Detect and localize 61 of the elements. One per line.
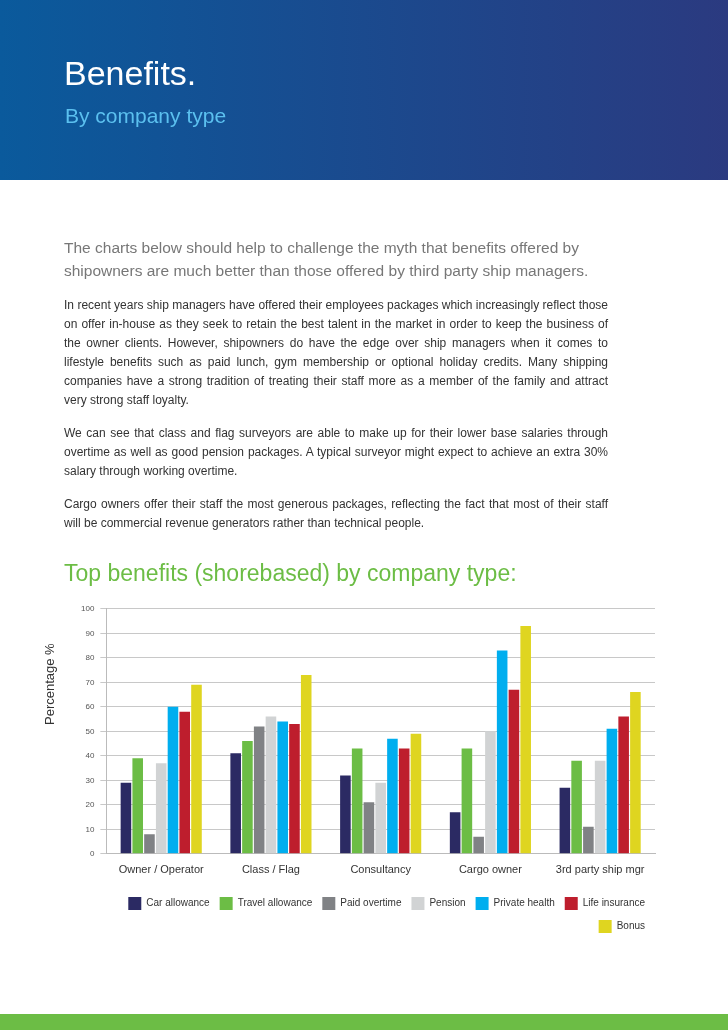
y-tick-label: 60 xyxy=(85,702,95,711)
text: By company type xyxy=(65,104,227,128)
bar xyxy=(461,748,473,854)
y-tick-label: 50 xyxy=(85,726,95,736)
bar xyxy=(144,834,155,854)
x-tick-label: Consultancy xyxy=(350,863,412,876)
bar xyxy=(167,706,179,854)
bar xyxy=(363,802,375,854)
bar xyxy=(606,728,618,854)
y-tick-label: 30 xyxy=(85,775,95,785)
bar xyxy=(449,812,461,854)
bar xyxy=(630,692,641,854)
text: The charts below should help to challenge the myth that benefits offered by shipowners are much better than those offered by third party ship managers. xyxy=(64,238,590,281)
x-tick-label: Cargo owner xyxy=(458,863,523,876)
bar xyxy=(300,674,312,854)
bar xyxy=(351,748,363,854)
bar xyxy=(387,738,398,854)
text: We can see that class and flag surveyors are able to make up for their lower base salaries through overtime as well as good pension packages. A typical surveyor might expect to achieve an extra 30% salary through working overtime. xyxy=(64,425,608,480)
legend-label: Pension xyxy=(429,897,466,909)
y-tick-label: 70 xyxy=(85,677,95,687)
text: Cargo owners offer their staff the most generous packages, reflecting the fact that most of their staff will be commercial revenue generators rather than technical people. xyxy=(64,496,608,532)
bar xyxy=(398,748,410,854)
bar xyxy=(179,711,191,854)
bar xyxy=(520,625,531,854)
bar xyxy=(132,758,143,854)
text: Benefits. xyxy=(64,54,197,93)
y-tick-label: 10 xyxy=(85,824,95,834)
y-axis-title: Percentage % xyxy=(42,643,57,725)
chart-title: Top benefits (shorebased) by company type: xyxy=(64,560,517,587)
x-tick-label: 3rd party ship mgr xyxy=(555,863,645,876)
bar xyxy=(277,721,288,854)
bar xyxy=(289,723,300,854)
bar xyxy=(410,733,422,854)
bar xyxy=(120,782,132,854)
bar xyxy=(242,741,253,854)
y-tick-label: 40 xyxy=(85,751,95,760)
y-tick-label: 100 xyxy=(80,604,95,613)
y-tick-label: 90 xyxy=(85,628,95,638)
bar xyxy=(473,836,484,854)
bar xyxy=(496,650,508,854)
legend-label: Private health xyxy=(493,897,555,909)
bar xyxy=(559,787,571,854)
bar xyxy=(508,689,520,854)
legend-label: Travel allowance xyxy=(237,897,313,909)
y-tick-label: 0 xyxy=(89,849,95,858)
bar xyxy=(340,775,351,854)
legend-label: Bonus xyxy=(616,920,645,932)
bar xyxy=(191,684,202,854)
bar xyxy=(230,753,241,854)
bar xyxy=(618,716,629,854)
bar xyxy=(583,826,594,854)
text: In recent years ship managers have offered their employees packages which increasingly reflect those on offer in-house as they seek to retain the best talent in the market in order to keep the business of the owner clients. However, shipowners do have the edge over ship managers when it comes to lifestyle benefits such as paid lunch, gym membership or optional holiday credits. Many shipping companies have a strong tradition of treating their staff more as a member of the family and attract very strong staff loyalty. xyxy=(64,297,608,409)
legend-label: Paid overtime xyxy=(340,897,402,909)
bar xyxy=(253,726,265,854)
y-tick-label: 80 xyxy=(85,653,95,662)
legend-label: Car allowance xyxy=(146,897,211,909)
bar xyxy=(571,760,582,854)
x-tick-label: Owner / Operator xyxy=(118,863,205,876)
legend-label: Life insurance xyxy=(582,897,646,909)
x-tick-label: Class / Flag xyxy=(241,863,300,876)
y-tick-label: 20 xyxy=(85,800,95,809)
